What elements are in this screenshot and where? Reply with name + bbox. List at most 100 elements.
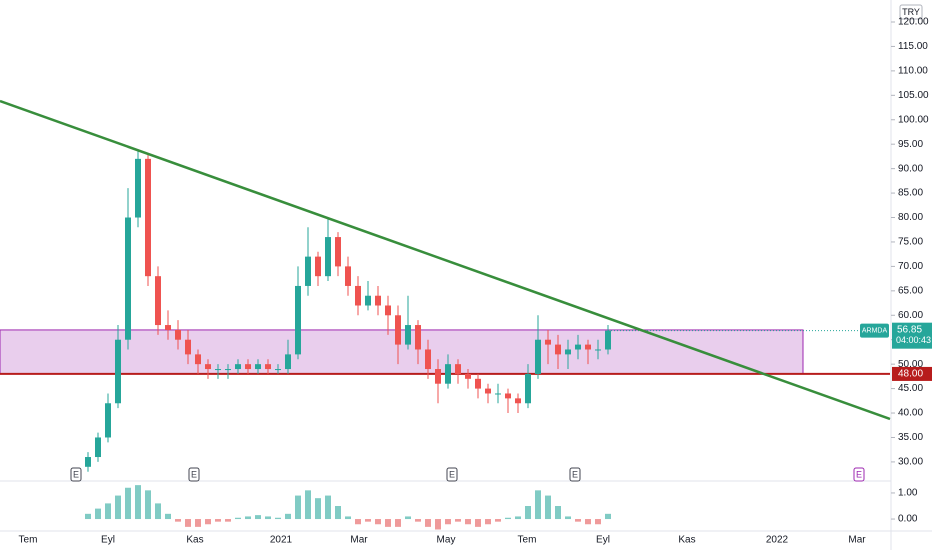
level-label: 48.00 [898,369,923,380]
candle-body [85,457,91,467]
candle-body [365,295,371,306]
histogram-bar [425,519,431,527]
y-tick-label: 45.00 [898,383,923,394]
candle-body [305,256,311,286]
candle-body [135,158,141,218]
x-tick-label: 2021 [270,535,293,546]
histogram-bar [565,516,571,520]
histogram-bar [265,516,271,520]
histogram-bar [535,490,541,520]
histogram-bar [495,519,501,522]
candle-body [255,364,261,370]
candle-body [235,364,241,370]
candle-body [265,364,271,370]
histogram-bar [365,519,371,522]
candle-body [445,364,451,384]
histogram-bar [555,506,561,520]
y-tick-label: 30.00 [898,457,923,468]
histogram-bar [605,513,611,520]
histogram-bar [475,519,481,527]
histogram-bar [445,519,451,525]
x-tick-label: Eyl [101,535,115,546]
x-tick-label: Kas [186,535,203,546]
event-box [446,467,458,482]
histogram-bar [435,519,441,530]
histogram-bar [485,519,491,525]
event-label: E [73,469,79,479]
candle-body [335,237,341,267]
histogram-bar [245,516,251,520]
candle-body [165,325,171,330]
candle-body [475,378,481,389]
candle-body [575,344,581,350]
candle-body [485,388,491,394]
candle-body [545,339,551,345]
y-tick-label: 35.00 [898,432,923,443]
candle-body [155,276,161,326]
y-tick-label: 115.00 [898,41,928,52]
histogram-bar [185,519,191,527]
histogram-bar [405,516,411,520]
candle-body [205,364,211,370]
histogram-bar [455,519,461,522]
histogram-bar [155,503,161,520]
x-tick-label: Eyl [596,535,610,546]
histogram-bar [225,519,231,522]
candle-body [215,369,221,371]
x-tick-label: Tem [19,535,38,546]
candle-body [145,158,151,277]
histogram-bar [195,519,201,527]
candle-body [315,256,321,277]
candle-body [415,325,421,350]
candle-body [435,369,441,384]
histogram-bar [285,513,291,520]
last-price-box [892,322,932,349]
histogram-bar [325,495,331,520]
candle-body [495,393,501,395]
y-tick-label: 60.00 [898,310,923,321]
y-tick-label: 80.00 [898,212,923,223]
candle-body [465,373,471,379]
histogram-bar [165,513,171,520]
y-tick-label: 95.00 [898,139,923,150]
candle-body [115,339,121,404]
histogram-bar [315,498,321,520]
histogram-bar [205,519,211,525]
candle-body [385,305,391,316]
candle-body [355,285,361,306]
candle-body [285,354,291,370]
histogram-bar [415,519,421,522]
histogram-bar [575,519,581,522]
histogram-bar [105,503,111,520]
histogram-bar [125,487,131,520]
level-box [892,366,932,381]
histogram-bar [135,485,141,520]
histogram-bar [505,517,511,520]
candle-body [245,364,251,370]
histogram-bar [95,508,101,520]
y-tick-label: 75.00 [898,237,923,248]
candle-body [195,354,201,365]
candle-body [105,403,111,438]
candle-body [275,369,281,371]
histogram-bar [545,495,551,520]
histogram-bar [395,519,401,527]
last-price-label: 56.85 [897,324,922,335]
histogram-bar [295,495,301,520]
candle-body [345,266,351,286]
histogram-bar [85,513,91,520]
candle-body [565,349,571,355]
event-box [853,467,865,482]
histogram-bar [275,517,281,520]
candle-body [405,325,411,345]
candle-body [175,329,181,340]
indicator-tick-label: 0.00 [898,514,918,525]
trend-line [0,99,891,421]
candle-body [325,237,331,277]
candle-body [555,344,561,355]
histogram-bar [375,519,381,525]
histogram-bar [335,506,341,520]
candle-body [185,339,191,355]
y-tick-label: 110.00 [898,66,928,77]
